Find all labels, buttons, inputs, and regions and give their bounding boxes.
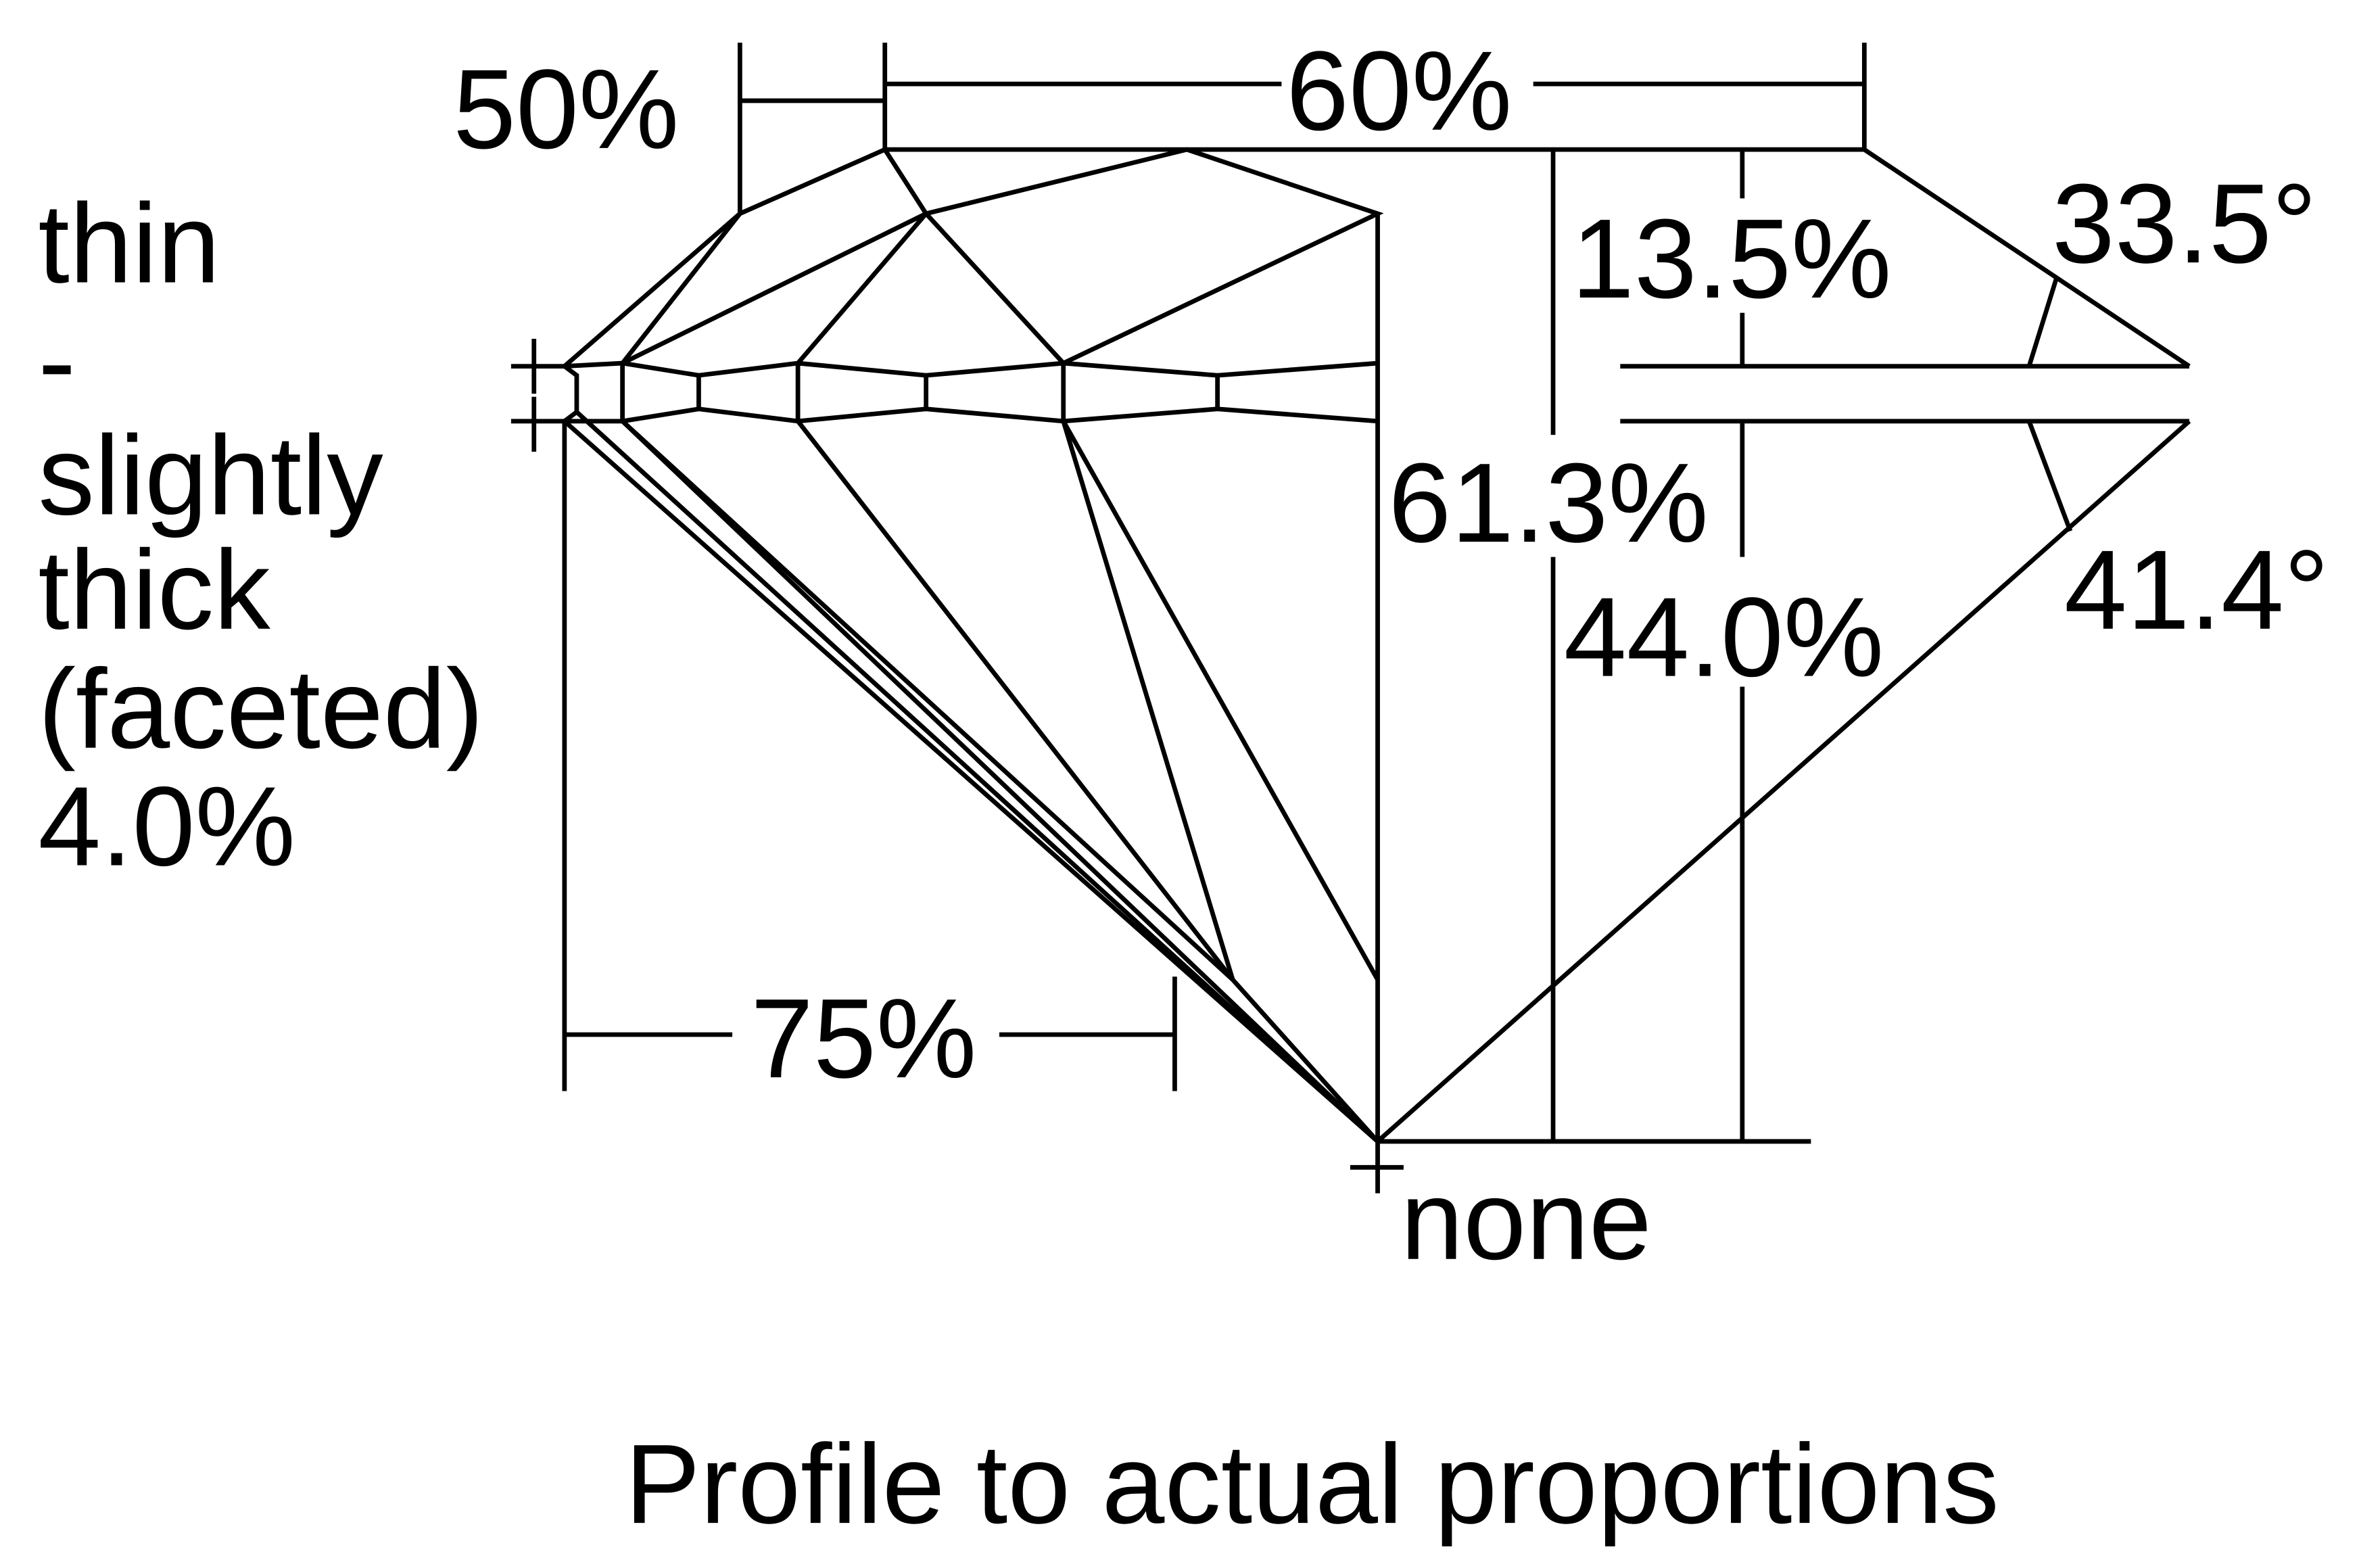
girdle-label-line: thick bbox=[38, 527, 270, 653]
pavilion-facets bbox=[575, 410, 1380, 1143]
lower-half-label: 75% bbox=[751, 976, 976, 1102]
crown-facets bbox=[620, 147, 1384, 366]
girdle-label-line: (faceted) bbox=[38, 646, 483, 772]
crown-angle-label: 33.5° bbox=[2052, 161, 2317, 287]
girdle-label-line: - bbox=[38, 298, 76, 424]
girdle-label: thin - slightly thick (faceted) 4.0% bbox=[38, 181, 483, 889]
pavilion-angle-label: 41.4° bbox=[2064, 527, 2329, 653]
table-label: 60% bbox=[1286, 28, 1512, 154]
total-depth-label: 61.3% bbox=[1388, 440, 1708, 566]
girdle-facets bbox=[564, 360, 1378, 424]
culet-label: none bbox=[1400, 1158, 1651, 1283]
crown-height-label: 13.5% bbox=[1571, 196, 1891, 322]
star-label: 50% bbox=[453, 47, 679, 172]
pavilion-depth-label: 44.0% bbox=[1564, 575, 1884, 701]
girdle-label-line: thin bbox=[38, 181, 220, 306]
diagram-caption: Profile to actual proportions bbox=[625, 1421, 1999, 1547]
dimension-lines bbox=[510, 43, 2073, 1194]
girdle-label-line: slightly bbox=[38, 412, 383, 538]
girdle-label-line: 4.0% bbox=[38, 763, 295, 889]
